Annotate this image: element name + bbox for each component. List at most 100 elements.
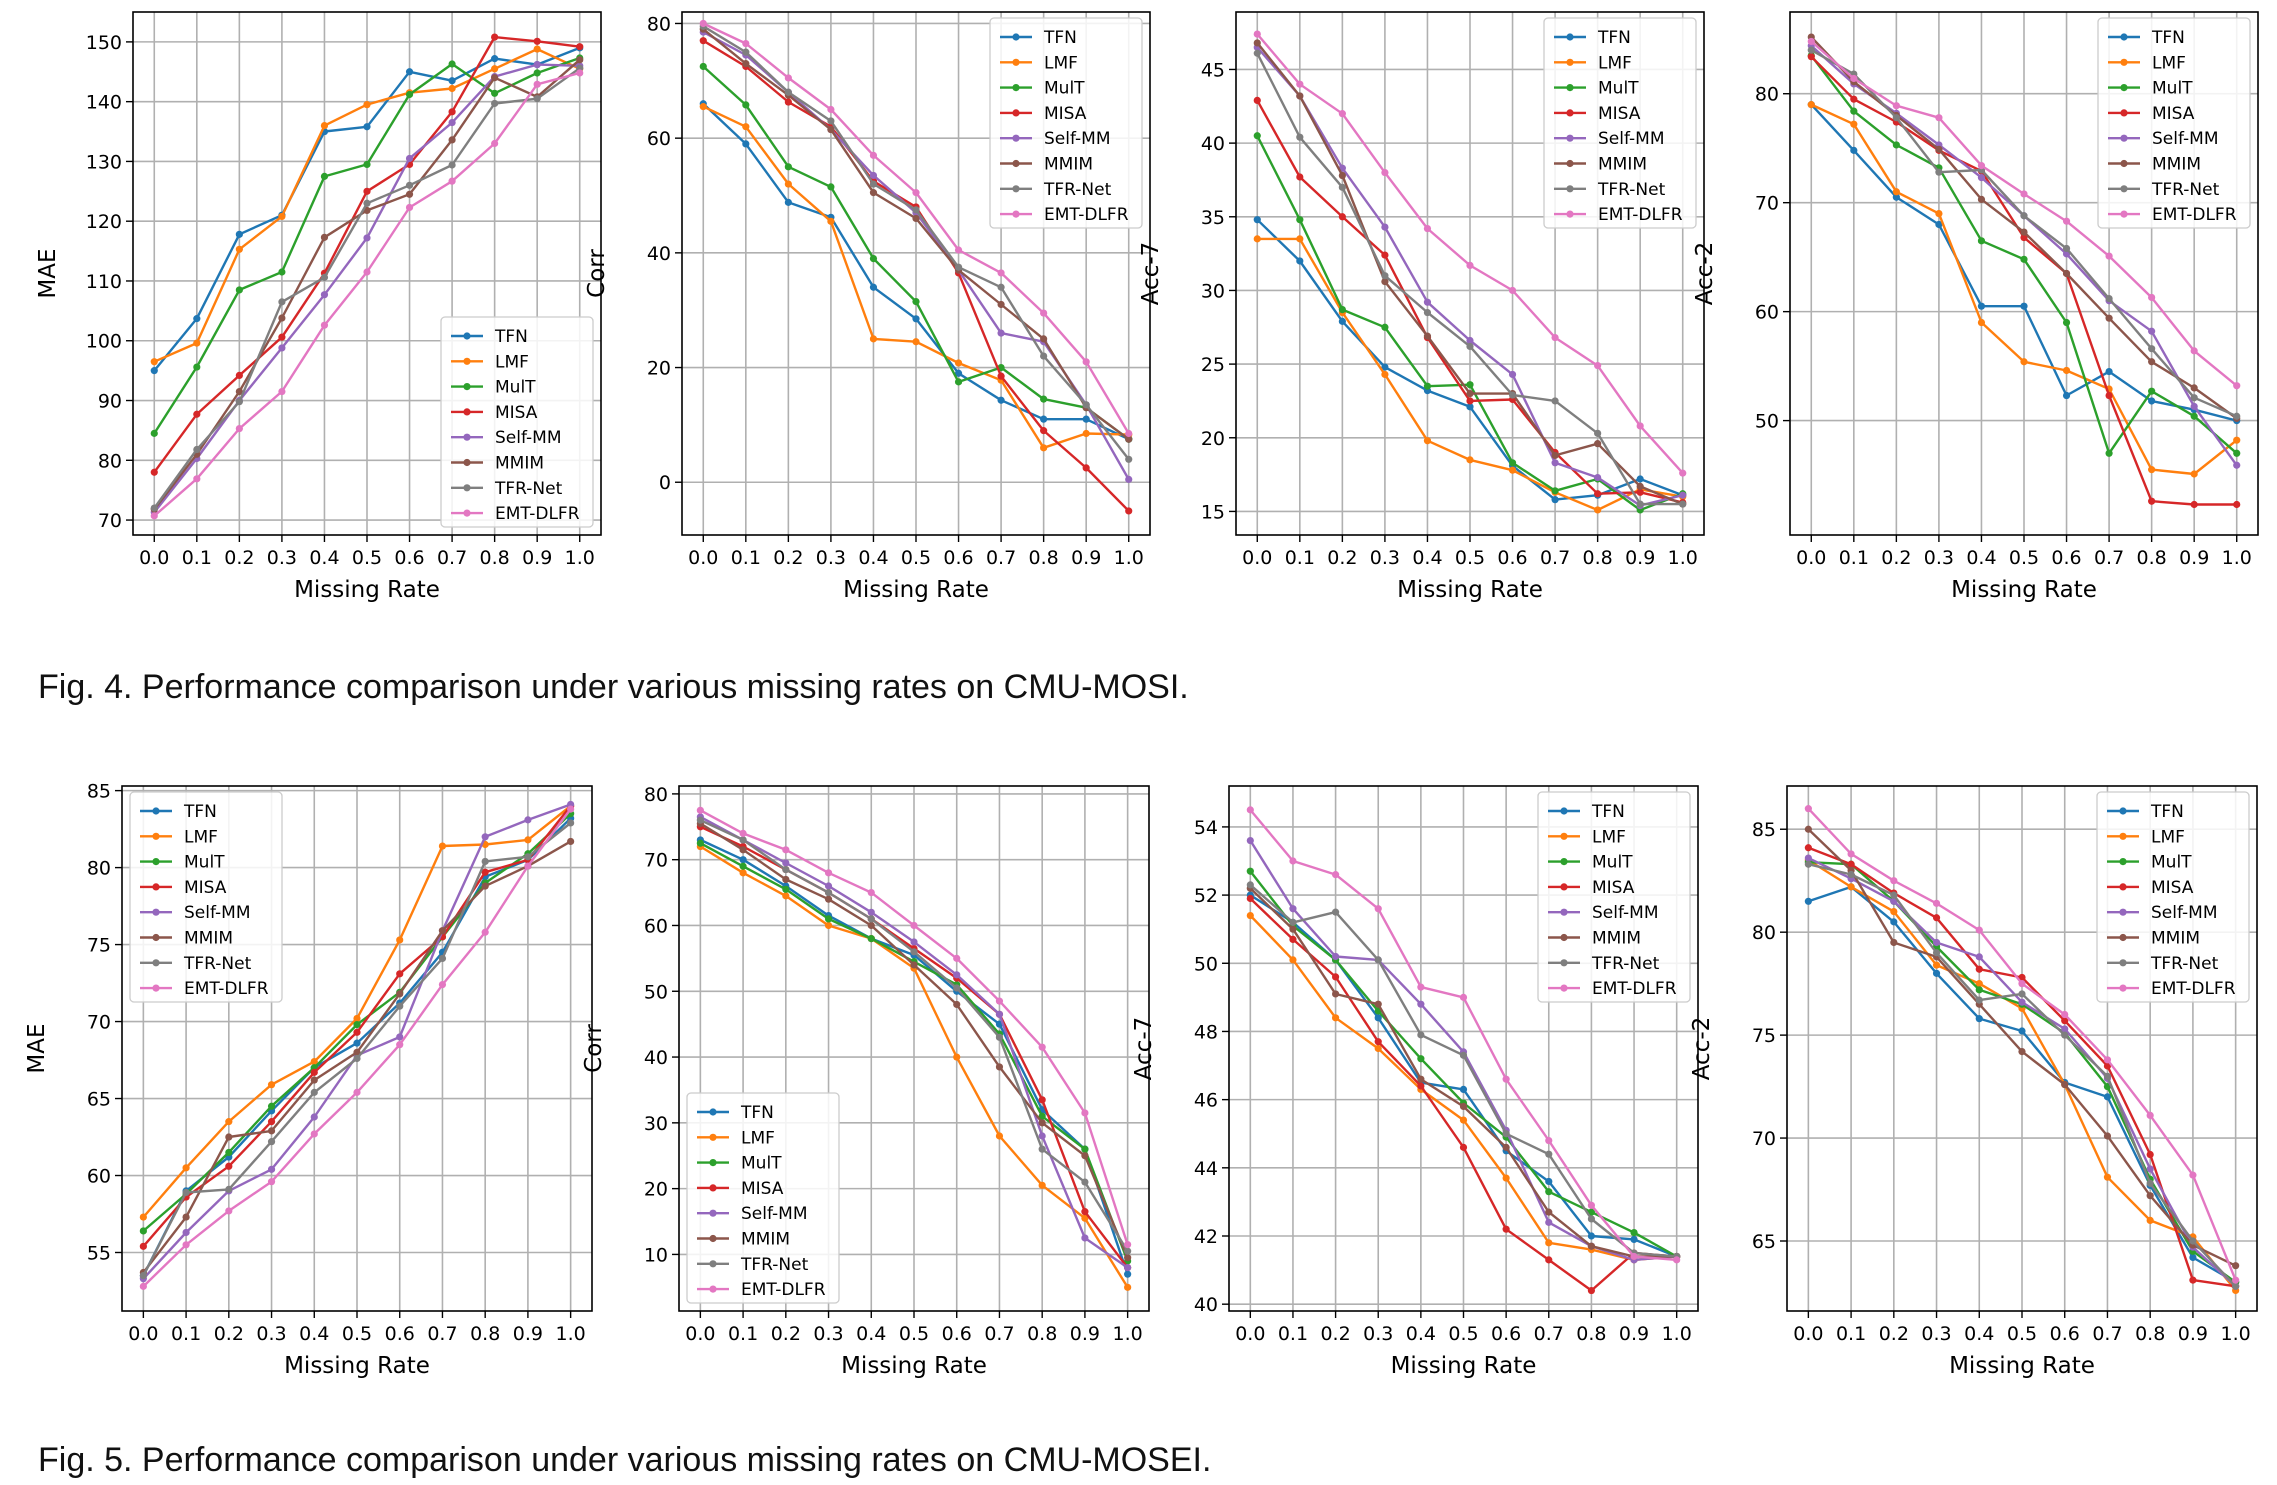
data-point [2020, 302, 2028, 310]
x-tick-label: 1.0 [1114, 547, 1144, 569]
data-point [1040, 395, 1048, 403]
data-point [1545, 1188, 1553, 1196]
x-tick-label: 0.2 [1320, 1323, 1350, 1345]
data-point [1636, 488, 1644, 496]
data-point [481, 928, 489, 936]
data-point [2020, 358, 2028, 366]
data-point [481, 857, 489, 866]
x-tick-label: 0.7 [986, 547, 1016, 569]
data-point [225, 1133, 233, 1141]
data-point [278, 387, 286, 396]
legend-label: TFN [494, 327, 528, 347]
data-point [1246, 867, 1254, 875]
data-point [742, 123, 750, 131]
data-point [954, 359, 963, 367]
legend-label: TFR-Net [494, 479, 563, 499]
legend-marker [2119, 984, 2127, 992]
data-point [1935, 114, 1943, 122]
data-point [320, 321, 329, 329]
legend-marker [2119, 933, 2127, 942]
y-tick-label: 35 [1201, 207, 1225, 229]
legend-marker [2120, 134, 2128, 142]
legend-box [989, 17, 1143, 229]
data-point [1289, 905, 1297, 913]
data-point [2018, 998, 2026, 1006]
data-point [2020, 255, 2028, 263]
legend-label: TFN [2151, 28, 2185, 48]
legend-box [2096, 791, 2250, 1003]
chart-mosi-corr: 0.0 0.1 0.2 0.3 0.4 0.5 0.6 0.7 0.8 0.9 1.0 0 20 40 60… [584, 11, 1151, 603]
data-point [363, 187, 371, 195]
data-point [1417, 1075, 1425, 1083]
data-point [1977, 237, 1986, 245]
series-MISA [139, 802, 575, 1250]
legend-label: EMT-DLFR [184, 979, 269, 999]
data-point [2018, 973, 2026, 982]
y-axis-label: Acc-7 [1138, 242, 1164, 306]
data-point [310, 1130, 318, 1138]
legend-marker [152, 807, 160, 815]
data-point [1551, 459, 1559, 467]
x-tick-label: 0.5 [899, 1323, 929, 1345]
data-point [1847, 850, 1855, 858]
data-point [2062, 244, 2071, 253]
data-point [1935, 209, 1943, 218]
data-point [782, 885, 790, 893]
data-point [869, 283, 878, 291]
data-point [1850, 146, 1858, 154]
data-point [576, 69, 584, 77]
data-point [742, 39, 750, 48]
data-point [353, 1088, 361, 1096]
data-point [225, 1207, 233, 1215]
data-point [2148, 497, 2156, 505]
legend-marker [1560, 832, 1568, 840]
data-point [1551, 333, 1559, 342]
data-point [1338, 213, 1346, 221]
data-point [1890, 938, 1898, 947]
data-point [824, 882, 833, 890]
data-point [1977, 318, 1986, 327]
data-point [2105, 449, 2113, 457]
data-point [2233, 436, 2241, 444]
data-point [1040, 444, 1048, 452]
data-point [2148, 327, 2156, 335]
x-tick-label: 0.5 [2007, 1323, 2037, 1345]
legend-marker [1566, 109, 1574, 117]
data-point [182, 1241, 190, 1249]
data-point [150, 512, 158, 520]
y-tick-label: 120 [86, 211, 122, 233]
x-tick-label: 0.4 [1964, 1323, 1994, 1345]
y-tick-label: 46 [1194, 1090, 1218, 1112]
legend-label: MulT [495, 378, 536, 398]
data-point [827, 125, 835, 134]
legend-label: MMIM [2151, 929, 2200, 949]
data-point [405, 190, 414, 198]
data-point [1508, 391, 1517, 399]
series-MulT [150, 54, 584, 437]
legend-marker [463, 484, 471, 492]
legend-marker [1012, 84, 1020, 92]
data-point [1975, 953, 1983, 961]
data-point [1551, 487, 1559, 495]
x-tick-label: 1.0 [1113, 1323, 1143, 1345]
y-tick-label: 55 [87, 1242, 111, 1264]
data-point [524, 853, 532, 861]
data-point [1466, 389, 1474, 398]
data-point [1892, 114, 1900, 122]
data-point [320, 172, 329, 180]
data-point [1082, 401, 1090, 409]
data-point [182, 1164, 190, 1172]
data-point [235, 245, 243, 253]
data-point [867, 915, 875, 923]
data-point [1679, 500, 1687, 508]
data-point [405, 68, 414, 76]
data-point [1381, 323, 1389, 331]
data-point [267, 1102, 276, 1110]
x-tick-label: 0.4 [299, 1323, 329, 1345]
legend-marker [463, 433, 471, 441]
data-point [235, 387, 243, 396]
series-EMT-DLFR [1246, 806, 1681, 1264]
data-point [1338, 110, 1346, 118]
y-tick-label: 140 [86, 92, 122, 114]
data-point [310, 1068, 318, 1076]
